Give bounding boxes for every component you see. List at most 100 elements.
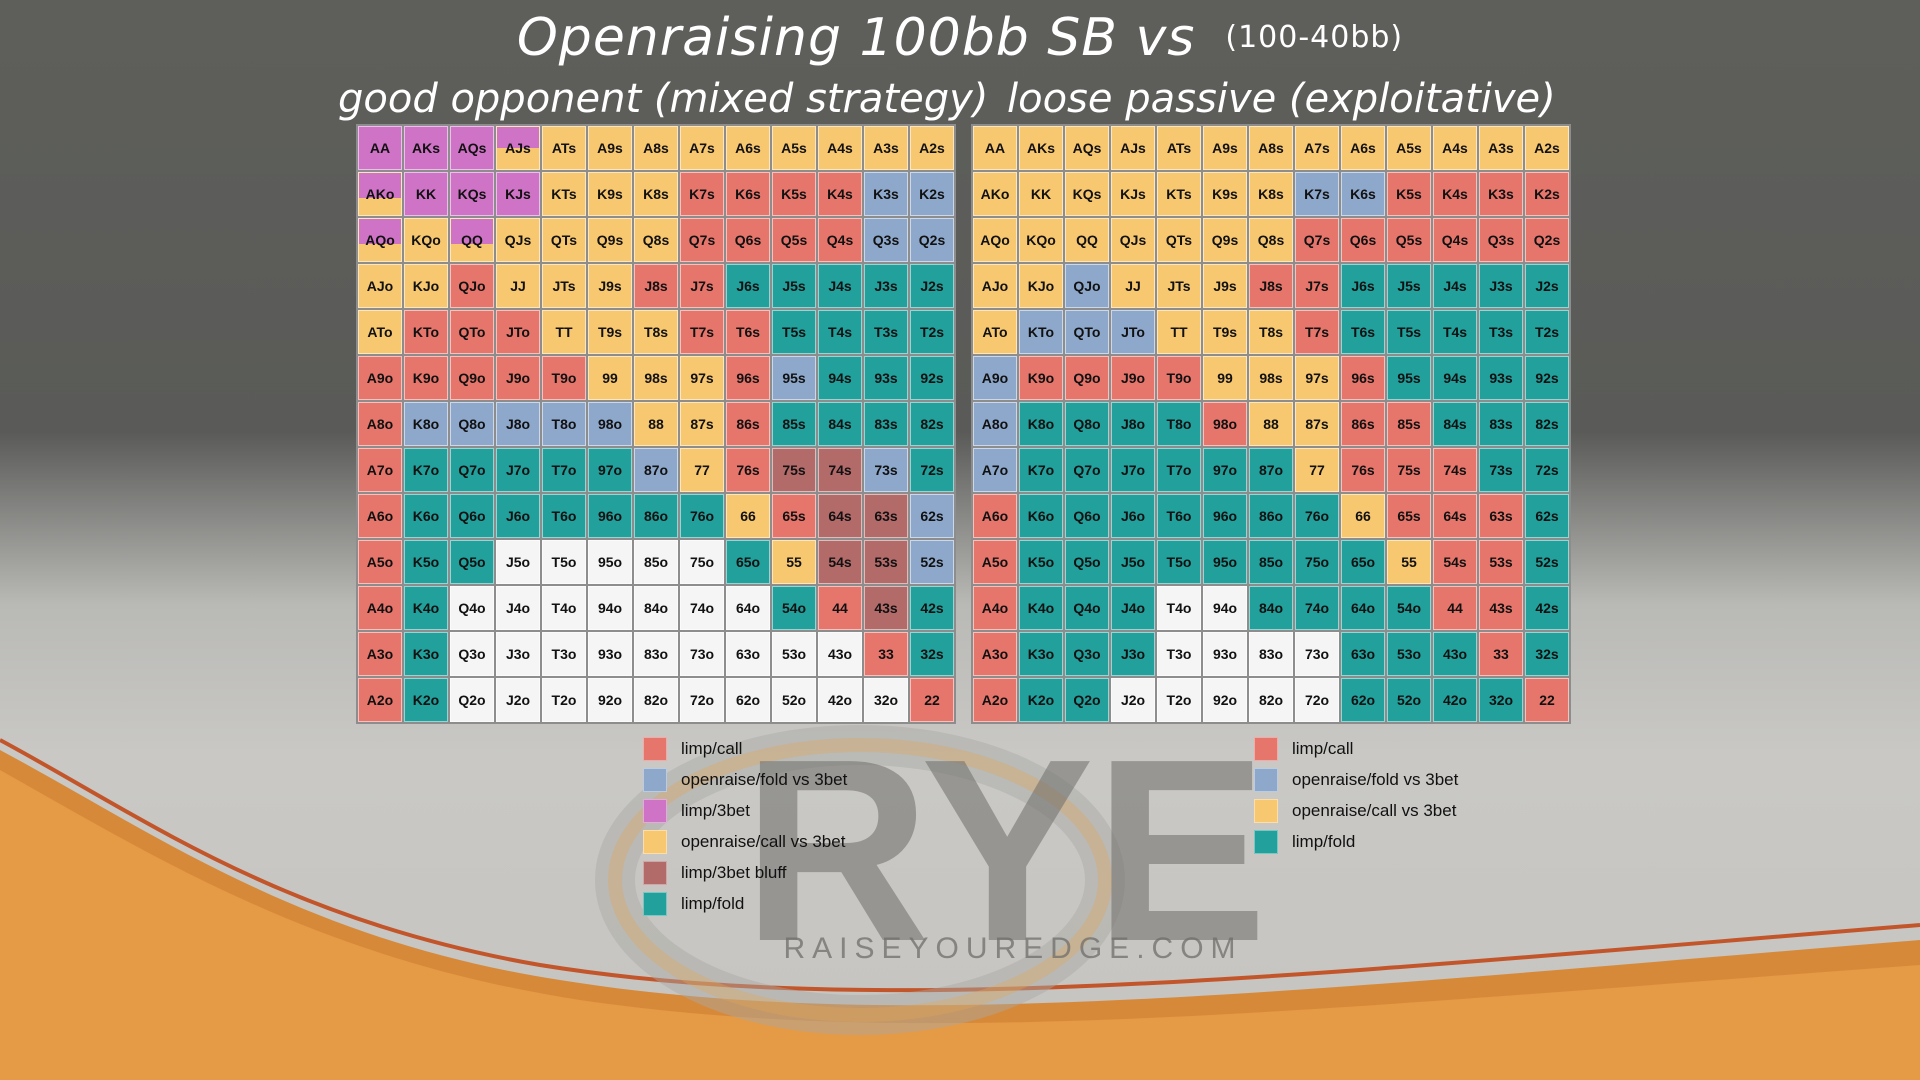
hand-cell-QTo: QTo — [1065, 310, 1109, 354]
hand-label: T8o — [551, 416, 577, 432]
hand-label: AQs — [457, 140, 487, 156]
hand-label: A4o — [366, 600, 394, 616]
hand-cell-J7o: J7o — [1111, 448, 1155, 492]
hand-label: 72s — [920, 462, 944, 478]
hand-cell-J7s: J7s — [680, 264, 724, 308]
hand-label: 96s — [1351, 370, 1375, 386]
hand-label: J5o — [1120, 554, 1146, 570]
hand-label: 82o — [1258, 692, 1284, 708]
hand-label: T6o — [551, 508, 577, 524]
hand-label: A2o — [366, 692, 394, 708]
hand-label: A8o — [366, 416, 394, 432]
hand-label: 86s — [736, 416, 760, 432]
hand-label: 65s — [1397, 508, 1421, 524]
hand-cell-74s: 74s — [1433, 448, 1477, 492]
hand-cell-T9o: T9o — [542, 356, 586, 400]
hand-cell-QTs: QTs — [1157, 218, 1201, 262]
hand-cell-42o: 42o — [1433, 678, 1477, 722]
hand-label: KJo — [412, 278, 440, 294]
hand-cell-A2o: A2o — [973, 678, 1017, 722]
hand-label: 62s — [1535, 508, 1559, 524]
hand-label: 83s — [874, 416, 898, 432]
hand-cell-AKs: AKs — [1019, 126, 1063, 170]
hand-cell-K6s: K6s — [1341, 172, 1385, 216]
hand-label: 97o — [597, 462, 623, 478]
hand-cell-K5s: K5s — [772, 172, 816, 216]
hand-cell-54o: 54o — [772, 586, 816, 630]
hand-label: K8o — [412, 416, 440, 432]
hand-label: JTs — [1167, 278, 1191, 294]
legend-swatch — [643, 767, 667, 792]
hand-label: 53s — [874, 554, 898, 570]
hand-cell-T7o: T7o — [1157, 448, 1201, 492]
hand-label: A5s — [781, 140, 807, 156]
hand-cell-Q6s: Q6s — [726, 218, 770, 262]
hand-label: 72s — [1535, 462, 1559, 478]
hand-label: JTs — [552, 278, 576, 294]
hand-cell-T2o: T2o — [1157, 678, 1201, 722]
hand-label: T3s — [1488, 324, 1514, 340]
hand-cell-J4o: J4o — [1111, 586, 1155, 630]
hand-label: A7o — [981, 462, 1009, 478]
hand-label: 92s — [920, 370, 944, 386]
hand-cell-QQ: QQ — [1065, 218, 1109, 262]
hand-label: KQo — [411, 232, 441, 248]
hand-cell-52o: 52o — [1387, 678, 1431, 722]
hand-cell-Q8s: Q8s — [1249, 218, 1293, 262]
hand-cell-63s: 63s — [864, 494, 908, 538]
hand-cell-Q6o: Q6o — [450, 494, 494, 538]
hand-label: 87o — [643, 462, 669, 478]
hand-cell-A4s: A4s — [1433, 126, 1477, 170]
hand-label: J2s — [1535, 278, 1559, 294]
hand-cell-A2o: A2o — [358, 678, 402, 722]
hand-cell-JTo: JTo — [496, 310, 540, 354]
hand-cell-QTs: QTs — [542, 218, 586, 262]
hand-label: 42s — [1535, 600, 1559, 616]
hand-label: Q5o — [1073, 554, 1101, 570]
hand-label: J5s — [782, 278, 806, 294]
hand-label: ATs — [551, 140, 577, 156]
hand-label: J4o — [1120, 600, 1146, 616]
hand-label: 52o — [1396, 692, 1422, 708]
hand-label: 53o — [1396, 646, 1422, 662]
hand-label: J3s — [874, 278, 898, 294]
hand-label: 95o — [1212, 554, 1238, 570]
hand-cell-J9o: J9o — [496, 356, 540, 400]
hand-label: A2o — [981, 692, 1009, 708]
hand-cell-A3s: A3s — [864, 126, 908, 170]
hand-label: 97o — [1212, 462, 1238, 478]
hand-cell-ATs: ATs — [542, 126, 586, 170]
hand-label: 93s — [1489, 370, 1513, 386]
left-chart-title: good opponent (mixed strategy) — [338, 76, 989, 122]
legend-label: limp/fold — [681, 893, 745, 913]
hand-cell-KK: KK — [404, 172, 448, 216]
hand-label: 65o — [735, 554, 761, 570]
hand-cell-AJo: AJo — [358, 264, 402, 308]
hand-cell-KTs: KTs — [1157, 172, 1201, 216]
hand-cell-22: 22 — [910, 678, 954, 722]
hand-cell-T3s: T3s — [864, 310, 908, 354]
hand-label: 74s — [1443, 462, 1467, 478]
hand-label: J4o — [505, 600, 531, 616]
hand-cell-96s: 96s — [726, 356, 770, 400]
hand-cell-73s: 73s — [864, 448, 908, 492]
hand-cell-62o: 62o — [1341, 678, 1385, 722]
hand-cell-Q2s: Q2s — [910, 218, 954, 262]
hand-cell-JJ: JJ — [496, 264, 540, 308]
hand-cell-Q5o: Q5o — [1065, 540, 1109, 584]
hand-label: AQs — [1072, 140, 1102, 156]
hand-label: J4s — [1443, 278, 1467, 294]
hand-cell-53s: 53s — [864, 540, 908, 584]
hand-cell-97s: 97s — [1295, 356, 1339, 400]
hand-label: 87s — [1305, 416, 1329, 432]
hand-label: 84s — [1443, 416, 1467, 432]
hand-label: T8s — [643, 324, 669, 340]
hand-cell-J3s: J3s — [1479, 264, 1523, 308]
hand-label: T4o — [1166, 600, 1192, 616]
hand-cell-KQs: KQs — [450, 172, 494, 216]
hand-label: 73o — [1304, 646, 1330, 662]
hand-label: 86s — [1351, 416, 1375, 432]
hand-label: 99 — [1217, 370, 1233, 386]
hand-cell-J8o: J8o — [496, 402, 540, 446]
hand-cell-A5s: A5s — [772, 126, 816, 170]
